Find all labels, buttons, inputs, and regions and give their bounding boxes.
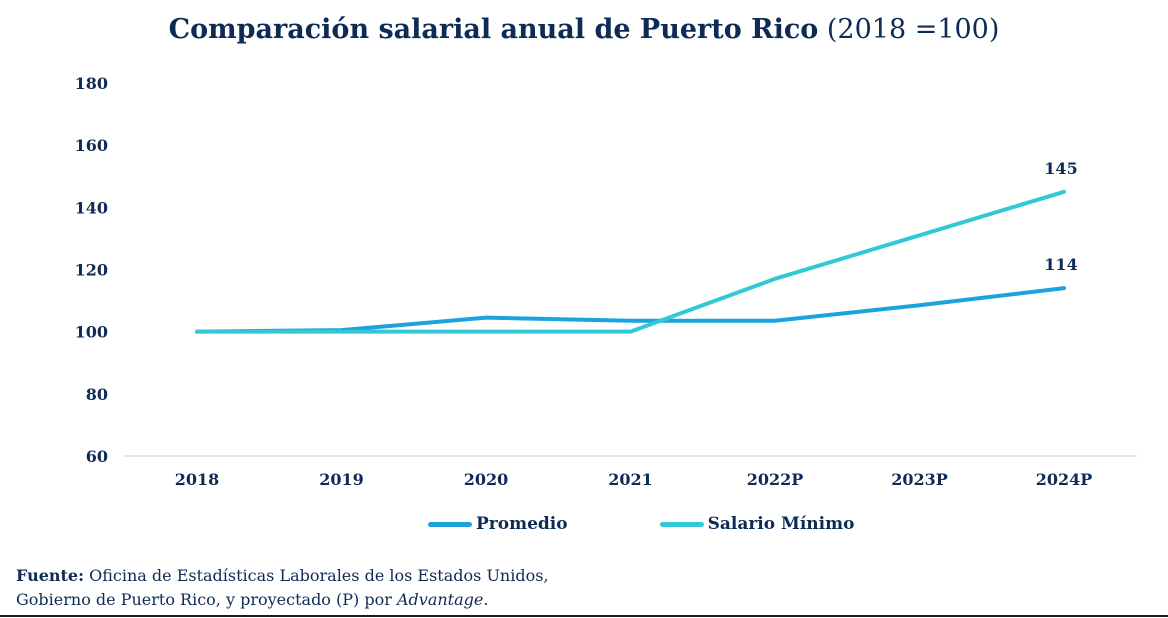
chart-title-base: (2018 =100) <box>826 14 1000 45</box>
chart-title-main: Comparación salarial anual de Puerto Ric… <box>168 14 819 45</box>
source-note: Fuente: Oficina de Estadísticas Laborale… <box>16 564 549 612</box>
y-tick-label-120: 120 <box>75 261 108 280</box>
x-tick-label-2020: 2020 <box>464 470 509 489</box>
y-tick-label-100: 100 <box>75 323 108 342</box>
x-tick-label-2018: 2018 <box>175 470 220 489</box>
legend-item-salario-minimo: Salario Mínimo <box>659 514 855 534</box>
legend-item-promedio: Promedio <box>428 514 568 534</box>
source-advantage: Advantage <box>396 590 484 609</box>
series-line-promedio <box>195 286 1066 334</box>
x-tick-label-2019: 2019 <box>319 470 364 489</box>
y-tick-label-80: 80 <box>86 385 108 404</box>
legend-label-salario-minimo: Salario Mínimo <box>707 514 855 534</box>
y-tick-label-140: 140 <box>75 198 108 217</box>
x-tick-label-2024p: 2024P <box>1036 470 1093 489</box>
legend-label-promedio: Promedio <box>476 514 568 534</box>
x-tick-label-2022p: 2022P <box>747 470 804 489</box>
source-end: . <box>483 590 489 609</box>
chart-title: Comparación salarial anual de Puerto Ric… <box>0 14 1168 45</box>
legend-swatch-promedio <box>428 521 472 527</box>
bottom-rule <box>0 615 1168 617</box>
x-tick-label-2021: 2021 <box>608 470 653 489</box>
y-tick-label-60: 60 <box>86 447 108 466</box>
x-tick-label-2023p: 2023P <box>891 470 948 489</box>
series-line-salario-minimo <box>195 189 1066 334</box>
data-label-promedio-2024p: 114 <box>1044 255 1077 274</box>
source-label: Fuente: <box>16 566 84 585</box>
source-line-1: Oficina de Estadísticas Laborales de los… <box>89 566 549 585</box>
data-label-salario-minimo-2024p: 145 <box>1044 159 1077 178</box>
y-tick-label-180: 180 <box>75 74 108 93</box>
legend-swatch-salario-minimo <box>659 521 704 527</box>
chart-legend: Promedio Salario Mínimo <box>428 512 946 536</box>
y-tick-label-160: 160 <box>75 136 108 155</box>
source-line-2: Gobierno de Puerto Rico, y proyectado (P… <box>16 590 392 609</box>
